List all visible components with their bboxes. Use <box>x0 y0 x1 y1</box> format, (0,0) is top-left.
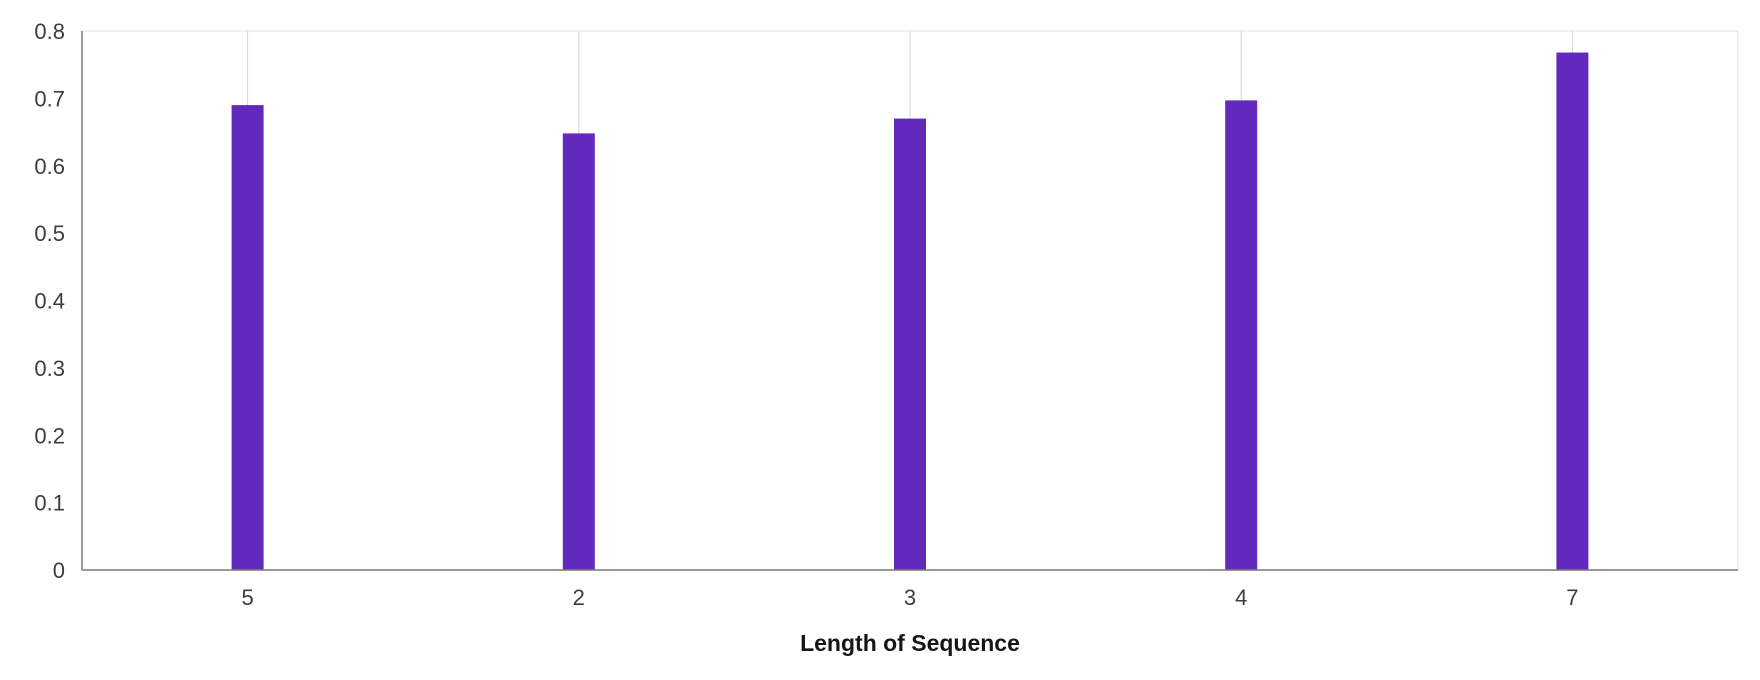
x-tick-label-4: 4 <box>1235 585 1247 610</box>
x-tick-label-7: 7 <box>1566 585 1578 610</box>
bar-4[interactable] <box>1225 100 1258 571</box>
y-tick-label: 0.1 <box>34 491 65 516</box>
y-tick-label: 0.5 <box>34 221 65 246</box>
bars <box>231 52 1589 571</box>
bar-3[interactable] <box>894 118 926 571</box>
y-tick-label: 0.3 <box>34 356 65 381</box>
x-tick-label-5: 5 <box>241 585 253 610</box>
x-tick-label-2: 2 <box>573 585 585 610</box>
y-tick-label: 0.7 <box>34 86 65 111</box>
bar-5[interactable] <box>231 105 264 571</box>
y-tick-label: 0.2 <box>34 423 65 448</box>
y-axis-tick-labels: 0 0.1 0.2 0.3 0.4 0.5 0.6 0.7 0.8 <box>34 19 65 583</box>
y-tick-label: 0.8 <box>34 19 65 44</box>
x-axis-title: Length of Sequence <box>800 630 1020 656</box>
bar-7[interactable] <box>1556 52 1589 571</box>
axes <box>81 31 1738 571</box>
y-tick-label: 0.6 <box>34 154 65 179</box>
y-tick-label: 0 <box>53 558 65 583</box>
y-tick-label: 0.4 <box>34 289 65 314</box>
x-tick-label-3: 3 <box>904 585 916 610</box>
x-axis-tick-labels: 5 2 3 4 7 <box>241 585 1578 610</box>
bar-2[interactable] <box>562 133 595 570</box>
